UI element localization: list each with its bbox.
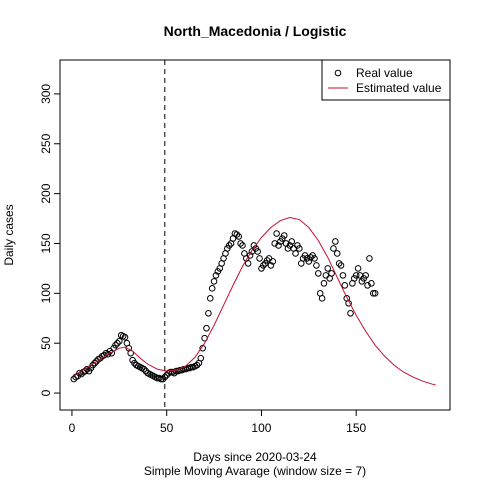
- data-point: [197, 354, 205, 362]
- y-tick-label: 0: [39, 389, 53, 396]
- data-point: [313, 262, 320, 269]
- data-point: [347, 309, 354, 317]
- data-point: [362, 272, 369, 279]
- data-point: [341, 282, 349, 289]
- data-point: [205, 309, 212, 317]
- data-point: [339, 272, 347, 279]
- y-tick-label: 100: [39, 283, 53, 303]
- data-point: [275, 242, 282, 249]
- data-point: [112, 341, 119, 349]
- data-point: [193, 361, 201, 369]
- data-point: [354, 265, 362, 272]
- data-point: [271, 240, 279, 247]
- chart-title: North_Macedonia / Logistic: [164, 23, 347, 39]
- y-tick-label: 300: [39, 84, 53, 104]
- data-point: [267, 262, 275, 269]
- x-tick-label: 100: [251, 421, 271, 435]
- legend-swatch: [334, 69, 342, 77]
- data-point: [235, 233, 243, 240]
- data-point: [311, 255, 318, 262]
- data-point: [371, 290, 379, 297]
- legend-label: Real value: [356, 66, 413, 80]
- data-point: [366, 255, 373, 262]
- data-point: [337, 262, 345, 269]
- data-point: [260, 262, 267, 269]
- data-point: [368, 280, 375, 287]
- data-point: [239, 242, 246, 249]
- data-point: [364, 282, 371, 289]
- data-point: [324, 265, 332, 272]
- legend-box: [321, 59, 451, 101]
- data-point: [237, 240, 244, 247]
- data-point: [332, 238, 339, 245]
- data-point: [188, 363, 195, 371]
- x-tick-label: 150: [346, 421, 366, 435]
- data-point: [292, 250, 299, 257]
- data-point: [369, 290, 377, 297]
- data-point: [335, 260, 343, 267]
- data-point: [322, 272, 330, 279]
- data-point: [140, 365, 148, 373]
- data-point: [330, 245, 337, 252]
- data-point: [246, 252, 254, 259]
- data-point: [356, 272, 364, 279]
- data-point: [203, 324, 210, 332]
- data-point: [91, 359, 98, 367]
- data-point: [320, 280, 328, 287]
- data-point: [161, 373, 169, 381]
- data-point: [328, 270, 335, 277]
- data-point: [305, 258, 313, 265]
- data-point: [307, 254, 315, 261]
- y-tick-label: 150: [39, 233, 53, 253]
- data-point: [352, 272, 360, 279]
- data-point: [157, 375, 165, 383]
- estimated-line: [73, 217, 436, 386]
- data-point: [273, 230, 280, 237]
- legend-label: Estimated value: [356, 81, 442, 95]
- data-point: [208, 285, 216, 292]
- data-point: [121, 333, 129, 341]
- data-point: [318, 295, 326, 302]
- data-point: [333, 250, 341, 257]
- data-point: [254, 248, 261, 255]
- x-axis-label: Days since 2020-03-24: [193, 450, 317, 464]
- data-point: [225, 242, 233, 249]
- subtitle: Simple Moving Avarage (window size = 7): [144, 464, 366, 478]
- data-point: [116, 337, 123, 345]
- x-tick-label: 0: [69, 421, 76, 435]
- data-point: [212, 272, 220, 279]
- data-point: [288, 238, 296, 245]
- data-point: [206, 295, 214, 302]
- data-point: [244, 260, 252, 267]
- y-tick-label: 250: [39, 133, 53, 153]
- data-point: [233, 231, 241, 238]
- data-point: [114, 339, 121, 347]
- data-point: [269, 258, 277, 265]
- y-tick-label: 200: [39, 183, 53, 203]
- y-axis-label: Daily cases: [2, 204, 16, 265]
- data-point: [296, 245, 303, 252]
- data-point: [314, 270, 322, 277]
- x-tick-label: 50: [160, 421, 174, 435]
- plot-frame: [59, 59, 451, 411]
- data-point: [159, 375, 167, 383]
- data-point: [280, 232, 288, 239]
- data-point: [256, 255, 263, 262]
- data-point: [210, 278, 218, 285]
- y-tick-label: 50: [39, 336, 53, 350]
